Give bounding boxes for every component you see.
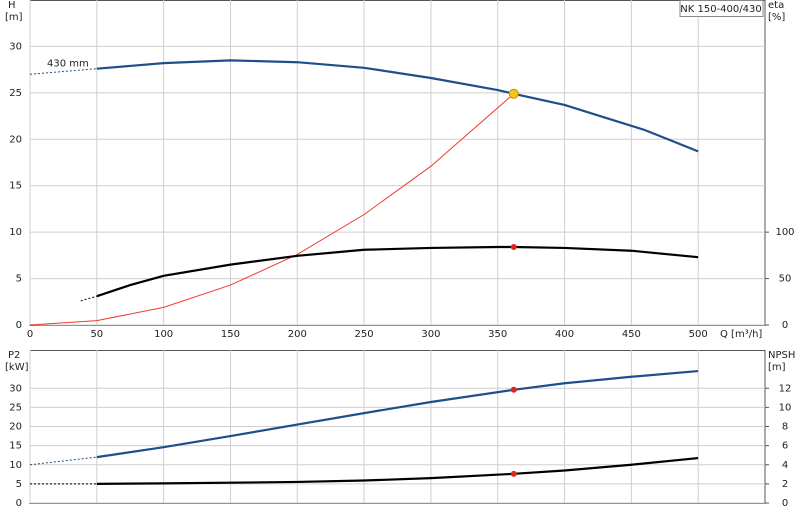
y-axis-label: H xyxy=(8,0,16,11)
operating-point xyxy=(510,470,517,477)
y2-tick-label: 10 xyxy=(779,402,792,413)
y-tick-label: 0 xyxy=(16,498,22,509)
y-tick-label: 30 xyxy=(9,41,22,52)
y2-tick-label: 2 xyxy=(782,479,788,490)
curve xyxy=(96,456,699,485)
y-tick-label: 25 xyxy=(9,88,22,99)
chart-title: NK 150-400/430 xyxy=(680,4,761,15)
y2-tick-label: 50 xyxy=(779,274,792,285)
x-tick-label: 500 xyxy=(689,329,708,340)
y-tick-label: 10 xyxy=(9,227,22,238)
y2-tick-label: 12 xyxy=(779,383,792,394)
curve xyxy=(96,369,699,459)
y2-axis-label: eta xyxy=(768,0,784,11)
x-tick-label: 150 xyxy=(221,329,240,340)
curve xyxy=(80,295,97,302)
x-tick-label: 100 xyxy=(154,329,173,340)
y2-tick-label: 0 xyxy=(782,498,788,509)
y-tick-label: 15 xyxy=(9,441,22,452)
y2-axis-unit: [m] xyxy=(768,362,786,373)
x-tick-label: 250 xyxy=(355,329,374,340)
y-tick-label: 5 xyxy=(16,274,22,285)
curve xyxy=(29,68,97,75)
y-tick-label: 30 xyxy=(9,383,22,394)
y2-tick-label: 0 xyxy=(782,320,788,331)
x-tick-label: 50 xyxy=(90,329,103,340)
curve xyxy=(29,93,515,326)
y-axis-label: P2 xyxy=(8,350,20,361)
operating-point xyxy=(510,244,517,250)
curve xyxy=(96,59,699,153)
x-tick-label: 350 xyxy=(488,329,507,340)
operating-point xyxy=(508,88,519,99)
x-axis-label: Q [m³/h] xyxy=(720,329,762,340)
plot-frame xyxy=(29,0,766,326)
x-tick-label: 450 xyxy=(622,329,641,340)
curve xyxy=(29,456,97,466)
y-tick-label: 10 xyxy=(9,460,22,471)
y-tick-label: 5 xyxy=(16,479,22,490)
y-tick-label: 20 xyxy=(9,422,22,433)
y2-axis-label: NPSH xyxy=(768,350,795,361)
annotation: 430 mm xyxy=(47,58,89,69)
operating-point xyxy=(510,386,517,393)
y2-axis-unit: [%] xyxy=(768,12,785,23)
y-tick-label: 0 xyxy=(16,320,22,331)
y-axis-unit: [m] xyxy=(5,12,23,23)
y-tick-label: 20 xyxy=(9,134,22,145)
y-tick-label: 15 xyxy=(9,181,22,192)
y2-tick-label: 100 xyxy=(775,227,794,238)
y-axis-unit: [kW] xyxy=(5,362,29,373)
x-tick-label: 400 xyxy=(555,329,574,340)
y2-tick-label: 6 xyxy=(782,441,788,452)
y2-tick-label: 8 xyxy=(782,422,788,433)
x-tick-label: 0 xyxy=(27,329,33,340)
x-tick-label: 300 xyxy=(421,329,440,340)
y-tick-label: 25 xyxy=(9,402,22,413)
curve xyxy=(96,245,699,298)
x-tick-label: 200 xyxy=(288,329,307,340)
y2-tick-label: 4 xyxy=(782,460,788,471)
title-box xyxy=(679,0,764,17)
